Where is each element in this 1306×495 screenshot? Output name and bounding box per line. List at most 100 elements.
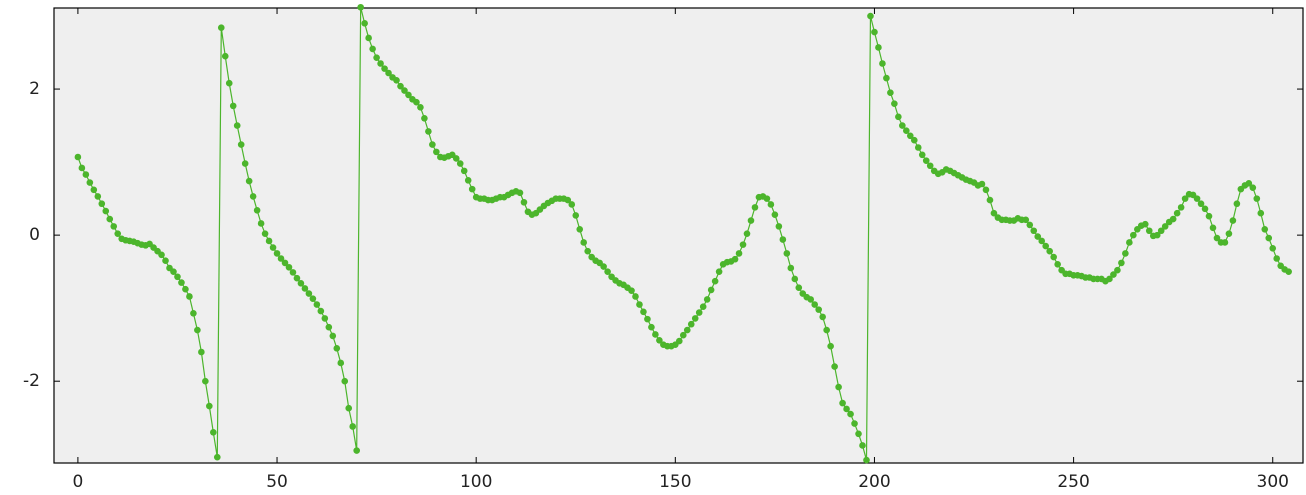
data-point <box>456 160 464 167</box>
data-point <box>632 293 639 300</box>
data-point <box>301 285 309 292</box>
data-point <box>656 337 663 344</box>
data-point <box>313 301 321 308</box>
data-point <box>771 211 779 218</box>
data-point <box>321 315 329 322</box>
data-point <box>421 114 428 122</box>
data-point <box>1273 255 1281 262</box>
data-point <box>1161 223 1169 230</box>
data-point <box>851 420 858 427</box>
data-point <box>1233 200 1241 208</box>
data-point <box>926 162 934 170</box>
data-point <box>707 286 715 294</box>
data-point <box>787 264 795 272</box>
x-tick-label: 100 <box>460 472 492 492</box>
data-point <box>835 383 842 391</box>
data-point <box>357 3 364 11</box>
data-point <box>843 405 850 413</box>
data-point <box>867 12 874 20</box>
data-point <box>819 313 826 321</box>
data-point <box>249 193 257 200</box>
data-point <box>576 225 584 233</box>
data-point <box>636 301 643 308</box>
data-point <box>879 60 886 67</box>
data-point <box>906 132 914 140</box>
data-point <box>182 285 189 293</box>
data-point <box>1026 221 1034 229</box>
y-tick-label: 2 <box>29 79 40 99</box>
data-point <box>281 259 289 267</box>
data-point <box>811 301 819 308</box>
data-point <box>413 98 420 106</box>
x-tick-label: 150 <box>659 472 691 492</box>
data-point <box>98 200 106 208</box>
data-point <box>679 331 687 339</box>
data-point <box>763 195 771 202</box>
data-point <box>293 274 301 282</box>
data-point <box>1157 227 1165 235</box>
data-point <box>1022 216 1030 224</box>
data-point <box>237 141 245 148</box>
data-point <box>1209 224 1217 232</box>
data-point <box>297 280 305 287</box>
data-point <box>895 113 902 121</box>
data-point <box>158 251 165 259</box>
data-point <box>847 410 854 418</box>
x-tick-label: 0 <box>72 472 83 492</box>
data-point <box>807 296 815 303</box>
data-point <box>644 315 651 323</box>
x-tick-label: 50 <box>266 472 288 492</box>
data-point <box>1126 239 1133 246</box>
data-point <box>190 309 197 317</box>
data-point <box>695 309 703 316</box>
data-point <box>914 144 922 151</box>
data-point <box>986 196 994 204</box>
data-point <box>217 24 225 32</box>
data-point <box>325 323 333 331</box>
data-point <box>516 189 524 197</box>
data-point <box>94 193 102 200</box>
data-point <box>221 52 229 60</box>
data-point <box>1050 253 1057 261</box>
data-point <box>711 277 719 285</box>
data-point <box>353 447 360 454</box>
data-point <box>1054 261 1061 268</box>
data-point <box>433 148 440 156</box>
data-point <box>568 201 576 208</box>
data-point <box>1221 239 1229 246</box>
data-point <box>795 284 803 292</box>
data-point <box>337 359 345 367</box>
data-point <box>285 263 293 271</box>
data-point <box>703 296 711 303</box>
data-point <box>460 167 468 175</box>
data-point <box>1245 179 1253 187</box>
data-point <box>277 255 285 262</box>
data-point <box>373 54 380 61</box>
data-point <box>114 230 122 237</box>
y-tick-label: 0 <box>29 225 40 245</box>
data-point <box>743 230 751 237</box>
data-point <box>600 263 607 270</box>
data-point <box>683 326 691 334</box>
data-point <box>640 308 647 316</box>
data-point <box>317 307 325 315</box>
data-point <box>333 345 341 352</box>
data-point <box>775 223 783 230</box>
data-point <box>859 442 866 449</box>
data-point <box>210 429 217 436</box>
data-point <box>715 268 723 275</box>
data-point <box>751 204 759 211</box>
data-point <box>1130 231 1137 239</box>
data-point <box>186 293 193 300</box>
data-point <box>648 323 655 331</box>
data-point <box>345 404 353 412</box>
data-point <box>233 122 241 129</box>
data-point <box>225 79 233 87</box>
data-point <box>178 279 185 286</box>
data-point <box>735 250 743 257</box>
data-point <box>1110 271 1117 278</box>
data-point <box>82 171 90 178</box>
data-point <box>1177 204 1185 211</box>
